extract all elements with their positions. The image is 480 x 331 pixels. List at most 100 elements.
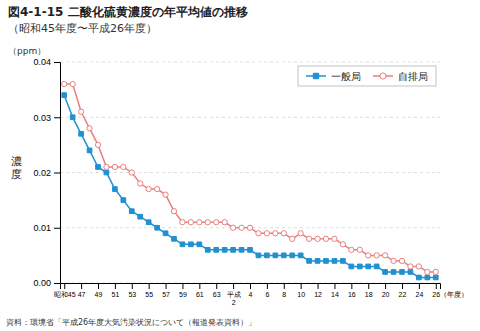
point [79,131,84,136]
point [180,242,185,247]
point [205,220,210,225]
point [349,247,354,252]
point [340,242,345,247]
x-tick-label: 55 [145,291,153,298]
y-tick: 0.01 [33,223,60,233]
legend: 一般局自排局 [298,66,436,86]
point [112,164,117,169]
y-axis: 0.00 0.01 0.02 0.03 0.04 [33,57,60,288]
x-tick: 51 [111,283,119,298]
x-tick-mark [199,283,200,289]
x-tick-mark [436,283,437,289]
x-tick-label: 4 [249,291,253,298]
point [222,248,227,253]
x-tick-label: 昭和45 [54,291,76,298]
point [290,236,295,241]
x-tick-label: 16 [348,291,356,298]
x-tick: 昭和45 [54,283,76,298]
point [172,236,177,241]
point [154,186,159,191]
legend-label: 一般局 [331,71,361,82]
point [248,248,253,253]
point [138,181,143,186]
x-tick: 26（年度） [432,283,468,299]
point [146,186,151,191]
point [425,275,430,280]
x-tick-label: 51 [111,291,119,298]
x-tick-label: 24 [415,291,423,298]
x-tick-mark [250,283,251,289]
y-tick-label: 0.03 [33,113,51,123]
grid [60,62,440,283]
y-tick-label: 0.01 [33,223,51,233]
point [62,81,67,86]
x-tick: 55 [145,283,153,298]
point [281,253,286,258]
point [357,264,362,269]
point [408,264,413,269]
point [222,220,227,225]
point [129,170,134,175]
point [121,198,126,203]
point [239,225,244,230]
point [433,269,438,274]
point [315,259,320,264]
x-tick-label: 12 [314,291,322,298]
y-tick-label: 0.04 [33,57,51,67]
point [315,236,320,241]
x-tick: 47 [78,283,86,298]
x-tick: 4 [249,283,253,298]
y-axis-line [54,63,61,284]
point [95,142,100,147]
series-line [64,95,436,277]
x-tick-mark [385,283,386,289]
y-tick: 0.00 [33,278,60,288]
x-tick-label: 18 [365,291,373,298]
point [416,264,421,269]
y-tick-mark [54,173,60,174]
point [189,242,194,247]
x-tick-mark [216,283,217,289]
point [400,270,405,275]
point [205,248,210,253]
x-tick-label: 59 [179,291,187,298]
point [324,259,329,264]
x-tick-mark [149,283,150,289]
x-tick-label: 平成2 [227,291,241,306]
y-tick-mark [54,228,60,229]
point [87,126,92,131]
x-tick: 14 [331,283,339,298]
x-tick-mark [98,283,99,289]
x-tick-label: 49 [95,291,103,298]
point [332,236,337,241]
point [70,115,75,120]
y-tick-label: 0.02 [33,168,51,178]
point [70,81,75,86]
x-tick-mark [284,283,285,289]
x-tick: 63 [213,283,221,298]
point [155,225,160,230]
point [171,209,176,214]
point [307,259,312,264]
x-tick: 59 [179,283,187,298]
x-tick-label: 53 [128,291,136,298]
y-tick-mark [54,117,60,118]
x-tick-mark [402,283,403,289]
x-axis-line [61,284,441,290]
x-tick-mark [351,283,352,289]
marks [62,81,439,279]
point [188,220,193,225]
point [239,248,244,253]
point [121,164,126,169]
x-tick-mark [81,283,82,289]
y-tick-mark [54,62,60,63]
point [323,236,328,241]
point [383,270,388,275]
point [399,258,404,263]
point [290,253,295,258]
point [104,170,109,175]
x-tick: 18 [365,283,373,298]
y-unit: （ppm） [8,46,46,56]
source-note: 資料：環境省「平成26年度大気汚染状況について（報道発表資料）」 [6,318,256,327]
point [298,231,303,236]
